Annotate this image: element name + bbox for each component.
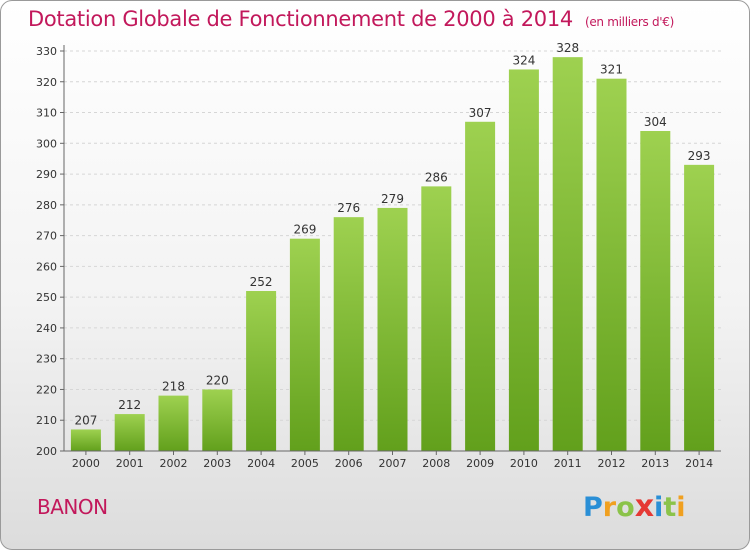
logo-letter: x <box>634 489 655 524</box>
bar-value-label: 220 <box>206 373 229 387</box>
logo-letter: t <box>663 492 677 523</box>
commune-name: BANON <box>37 495 108 519</box>
x-tick-label: 2001 <box>116 457 144 470</box>
bars: 207 212 218 220 252 269 276 279 286 307 324 328 321 3… <box>70 41 715 452</box>
bar-2010[interactable] <box>508 69 539 451</box>
y-tick-label: 290 <box>36 168 57 181</box>
x-tick-label: 2004 <box>247 457 275 470</box>
logo-letter: i <box>676 492 686 523</box>
x-tick-label: 2003 <box>203 457 231 470</box>
logo-letter: i <box>654 492 664 523</box>
x-tick-label: 2000 <box>72 457 100 470</box>
bar-2002[interactable] <box>158 395 189 451</box>
bar-2008[interactable] <box>421 186 452 451</box>
bar-2006[interactable] <box>333 217 364 451</box>
x-tick-label: 2009 <box>466 457 494 470</box>
x-tick-label: 2002 <box>160 457 188 470</box>
bar-2009[interactable] <box>465 121 496 452</box>
proxiti-logo[interactable]: Proxiti <box>583 489 686 524</box>
y-tick-label: 310 <box>36 107 57 120</box>
bar-value-label: 279 <box>381 192 404 206</box>
title-unit: (en milliers d'€) <box>584 15 674 29</box>
bar-2000[interactable] <box>70 429 101 451</box>
bar-2001[interactable] <box>114 414 145 451</box>
logo-letter: P <box>583 492 603 523</box>
bar-value-label: 293 <box>688 149 711 163</box>
x-tick-label: 2008 <box>422 457 450 470</box>
bar-value-label: 269 <box>293 223 316 237</box>
bar-2005[interactable] <box>289 238 320 451</box>
axes: 200 210 220 230 240 250 260 270 280 290 300 310 320 3… <box>36 45 721 470</box>
bar-value-label: 252 <box>250 275 273 289</box>
bar-value-label: 286 <box>425 170 448 184</box>
x-tick-label: 2011 <box>554 457 582 470</box>
y-tick-label: 200 <box>36 445 57 458</box>
y-tick-label: 300 <box>36 137 57 150</box>
x-tick-label: 2010 <box>510 457 538 470</box>
bar-value-label: 304 <box>644 115 667 129</box>
bar-value-label: 328 <box>556 41 579 55</box>
bar-value-label: 212 <box>118 398 141 412</box>
bar-value-label: 207 <box>74 413 97 427</box>
logo-letter: o <box>616 492 635 523</box>
bar-2004[interactable] <box>246 291 277 451</box>
x-tick-label: 2014 <box>685 457 713 470</box>
y-tick-label: 210 <box>36 414 57 427</box>
bar-2014[interactable] <box>684 164 715 451</box>
y-tick-label: 270 <box>36 230 57 243</box>
bar-2013[interactable] <box>640 131 671 451</box>
y-tick-label: 320 <box>36 76 57 89</box>
x-tick-label: 2012 <box>598 457 626 470</box>
y-tick-label: 250 <box>36 291 57 304</box>
x-tick-label: 2005 <box>291 457 319 470</box>
y-tick-label: 230 <box>36 353 57 366</box>
y-tick-label: 260 <box>36 260 57 273</box>
bar-value-label: 321 <box>600 63 623 77</box>
x-tick-label: 2006 <box>335 457 363 470</box>
chart-title: Dotation Globale de Fonctionnement de 20… <box>28 7 674 31</box>
bar-2012[interactable] <box>596 78 627 451</box>
y-tick-label: 220 <box>36 383 57 396</box>
y-tick-label: 330 <box>36 45 57 58</box>
bar-value-label: 218 <box>162 380 185 394</box>
logo-letter: r <box>602 492 617 523</box>
bar-2003[interactable] <box>202 389 233 451</box>
x-tick-label: 2013 <box>641 457 669 470</box>
title-text: Dotation Globale de Fonctionnement de 20… <box>28 7 573 31</box>
bar-value-label: 307 <box>469 106 492 120</box>
bar-value-label: 276 <box>337 201 360 215</box>
y-tick-label: 240 <box>36 322 57 335</box>
x-tick-label: 2007 <box>379 457 407 470</box>
y-tick-label: 280 <box>36 199 57 212</box>
bar-value-label: 324 <box>512 53 535 67</box>
bar-2011[interactable] <box>552 57 583 452</box>
bar-2007[interactable] <box>377 207 408 451</box>
